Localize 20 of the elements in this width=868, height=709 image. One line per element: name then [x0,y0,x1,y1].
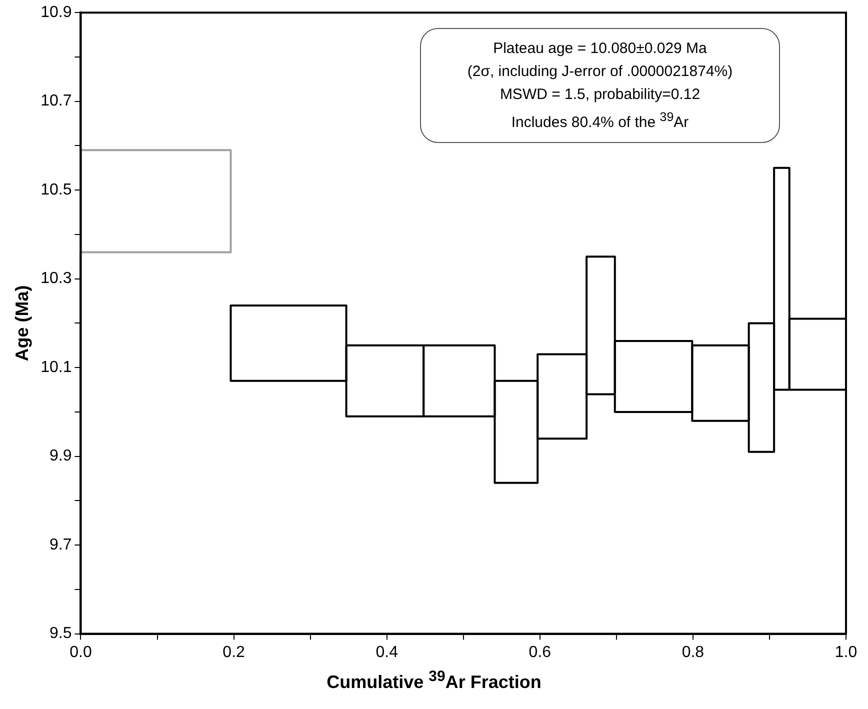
x-tick-label: 1.0 [834,644,858,661]
annotation: (2σ, including J-error of .0000021874%) [466,62,734,82]
x-tick-label: 0.4 [376,644,398,661]
y-tick-label: 10.5 [40,181,72,198]
y-tick-label: 10.9 [40,4,72,22]
x-tick-label: 0.0 [70,644,92,661]
y-tick-label: 9.9 [49,448,72,465]
y-tick-label: 9.5 [49,625,72,642]
x-tick-label: 0.6 [528,644,552,661]
x-tick-label: 0.2 [222,644,246,661]
annotation: Plateau age = 10.080±0.029 Ma [492,39,708,59]
y-tick-label: 10.7 [40,92,72,110]
x-tick-label: 0.8 [682,644,704,661]
x-axis-title: Cumulative $^{39}$Ar Fraction [326,668,542,693]
y-tick-label: 10.3 [40,270,72,288]
annotation: Includes 80.4% of the $^{39}$Ar [510,109,690,133]
y-axis-title: Age (Ma) [12,285,32,362]
annotation: MSWD = 1.5, probability=0.12 [498,85,702,105]
y-tick-label: 10.1 [40,358,72,376]
y-tick-label: 9.7 [49,536,72,554]
